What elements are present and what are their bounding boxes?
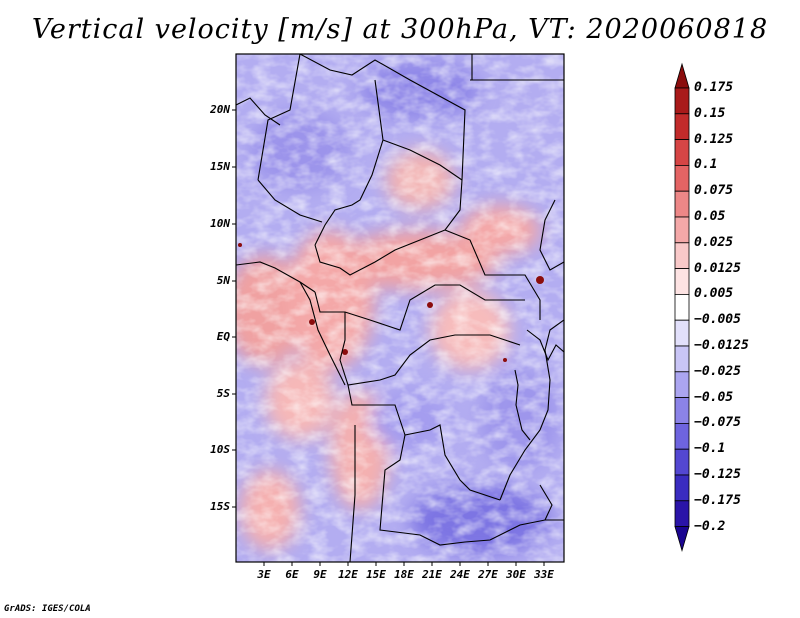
lat-label-15n: 15N bbox=[210, 160, 230, 173]
lat-label-10n: 10N bbox=[210, 217, 230, 230]
colorbar-swatch bbox=[674, 190, 690, 218]
map-frame bbox=[235, 53, 565, 563]
lon-label-12e: 12E bbox=[338, 568, 358, 581]
lat-label-5s: 5S bbox=[216, 387, 230, 400]
country-borders bbox=[236, 54, 564, 562]
colorbar-swatch bbox=[674, 113, 690, 141]
vertical-velocity-field bbox=[236, 54, 564, 562]
lat-label-eq: EQ bbox=[216, 330, 230, 343]
colorbar-label: −0.075 bbox=[694, 415, 741, 431]
colorbar-label: −0.2 bbox=[694, 518, 726, 534]
lon-label-18e: 18E bbox=[394, 568, 414, 581]
lat-label-10s: 10S bbox=[210, 443, 230, 456]
colorbar-label: 0.005 bbox=[694, 286, 734, 302]
colorbar-swatch bbox=[674, 474, 690, 502]
colorbar-label: −0.005 bbox=[694, 312, 741, 328]
colorbar-label: 0.05 bbox=[694, 209, 726, 224]
colorbar-swatch bbox=[674, 422, 690, 450]
colorbar-swatch bbox=[674, 87, 690, 115]
lon-label-15e: 15E bbox=[366, 568, 386, 581]
colorbar-swatch bbox=[674, 345, 690, 373]
colorbar-top-arrow bbox=[674, 62, 690, 89]
lon-label-27e: 27E bbox=[478, 568, 498, 581]
colorbar-swatch bbox=[674, 268, 690, 295]
colorbar-swatch bbox=[674, 216, 690, 244]
lon-label-6e: 6E bbox=[285, 568, 299, 581]
colorbar-label: −0.1 bbox=[694, 441, 726, 457]
colorbar-swatch bbox=[674, 397, 690, 424]
credit-text: GrADS: IGES/COLA bbox=[4, 604, 91, 614]
colorbar-swatch bbox=[674, 371, 690, 398]
colorbar-bottom-arrow bbox=[674, 526, 690, 553]
colorbar-label: 0.125 bbox=[694, 131, 734, 147]
lon-ticks bbox=[263, 562, 545, 566]
lat-label-5n: 5N bbox=[216, 274, 230, 287]
lat-ticks bbox=[232, 109, 236, 508]
colorbar-label: −0.05 bbox=[694, 389, 734, 405]
lat-label-15s: 15S bbox=[210, 500, 230, 513]
colorbar-swatch bbox=[674, 319, 690, 347]
colorbar-swatch bbox=[674, 164, 690, 192]
colorbar-label: −0.025 bbox=[694, 363, 741, 379]
colorbar-swatch bbox=[674, 242, 690, 270]
colorbar-label: −0.0125 bbox=[694, 338, 749, 353]
lat-label-20n: 20N bbox=[210, 103, 230, 116]
colorbar-label: 0.15 bbox=[694, 105, 726, 121]
colorbar bbox=[674, 62, 690, 553]
plot-title: Vertical velocity [m/s] at 300hPa, VT: 2… bbox=[31, 14, 769, 45]
colorbar-label: 0.1 bbox=[694, 157, 718, 173]
colorbar-label: 0.025 bbox=[694, 234, 734, 250]
lon-label-21e: 21E bbox=[422, 568, 442, 581]
colorbar-label: 0.0125 bbox=[694, 260, 741, 276]
lon-label-24e: 24E bbox=[450, 568, 470, 581]
colorbar-label: 0.075 bbox=[694, 183, 734, 199]
colorbar-swatch bbox=[674, 448, 690, 476]
colorbar-label: −0.175 bbox=[694, 492, 741, 508]
lon-label-3e: 3E bbox=[257, 568, 271, 581]
lon-label-33e: 33E bbox=[534, 568, 554, 581]
colorbar-label: −0.125 bbox=[694, 467, 741, 482]
colorbar-swatch bbox=[674, 500, 690, 527]
colorbar-swatch bbox=[674, 293, 690, 321]
colorbar-label: 0.175 bbox=[694, 80, 734, 95]
lon-label-30e: 30E bbox=[506, 568, 526, 581]
colorbar-swatch bbox=[674, 139, 690, 166]
lon-label-9e: 9E bbox=[313, 568, 327, 581]
